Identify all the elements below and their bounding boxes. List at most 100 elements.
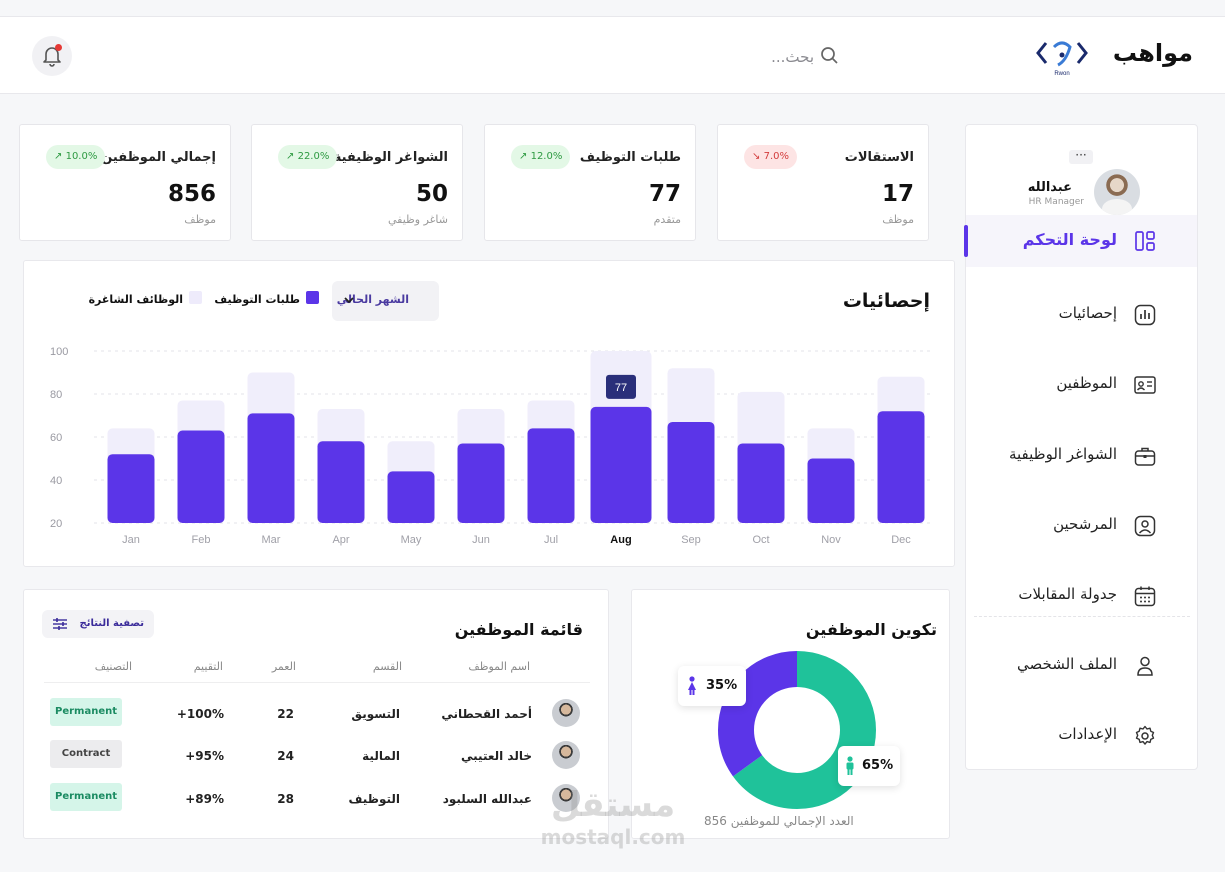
id-card-icon [1134,376,1156,394]
male-percentage-badge: 65% [838,746,900,786]
sidebar: ··· عبدالله HR Manager لوحة التحكم إحصائ… [964,124,1198,770]
stat-value: 50 [415,181,448,207]
bar-applications-dec [877,411,925,523]
table-row[interactable]: خالد العتيبي المالية 24 +95% Contract [24,735,608,775]
legend-swatch [189,291,202,304]
stat-title: الاستقالات [844,150,914,165]
brand-name: مواهب [1112,39,1193,67]
briefcase-icon [1134,447,1156,466]
employee-rating: +95% [185,749,224,763]
sidebar-item-label: إحصائيات [1058,304,1117,322]
sidebar-item-dashboard[interactable]: لوحة التحكم [964,215,1197,267]
user-avatar [1094,169,1140,215]
y-tick-label: 60 [50,432,62,444]
trend-up-icon: ↗ [54,151,63,162]
y-tick-label: 100 [50,346,68,358]
x-tick-label: Sep [681,534,701,546]
sidebar-item-label: الموظفين [1056,374,1117,392]
employee-type-badge: Permanent [50,783,122,811]
stat-badge-value: 12.0% [530,151,563,162]
table-row[interactable]: أحمد القحطاني التسويق 22 +100% Permanent [24,693,608,733]
employee-avatar [552,699,580,727]
male-icon [846,756,854,775]
female-percentage-badge: 35% [678,666,746,706]
sidebar-item-vacancies[interactable]: الشواغر الوظيفية [966,430,1197,482]
sidebar-item-employees[interactable]: الموظفين [966,359,1197,411]
stat-trend-badge: ↘ 7.0% [744,145,797,169]
legend-label: طلبات التوظيف [214,293,300,306]
top-bar: مواهب Rwon [0,16,1225,94]
employee-name: خالد العتيبي [461,749,532,763]
stat-trend-badge: ↗ 22.0% [278,145,338,169]
x-tick-label: May [401,534,422,546]
y-tick-label: 40 [50,475,62,487]
employee-name: أحمد القحطاني [441,707,532,721]
total-employees-note: العدد الإجمالي للموظفين 856 [704,814,854,828]
x-tick-label: Feb [192,534,211,546]
sidebar-item-interviews[interactable]: جدولة المقابلات [966,570,1197,622]
watermark-arabic: مستقل [550,785,676,825]
employee-list-card: قائمة الموظفين تصفية النتائج اسم الموظف … [23,589,609,839]
period-select-value: الشهر الحالي [336,293,409,306]
sidebar-item-profile[interactable]: الملف الشخصي [966,640,1197,692]
stat-card-applications: طلبات التوظيف ↗ 12.0% 77 متقدم [484,124,696,241]
employee-composition-card: تكوين الموظفين 35% 65% العدد الإجمالي لل… [631,589,950,839]
female-icon [688,676,696,695]
trend-up-icon: ↗ [286,151,295,162]
stat-badge-value: 22.0% [297,151,330,162]
user-icon [1137,656,1153,676]
gear-icon [1135,725,1155,745]
y-tick-label: 20 [50,518,62,530]
stat-card-vacancies: الشواغر الوظيفية ↗ 22.0% 50 شاغر وظيفي [251,124,463,241]
table-row[interactable]: عبدالله السلبود التوظيف 28 +89% Permanen… [24,778,608,818]
bar-applications-mar [247,413,295,523]
sidebar-item-label: لوحة التحكم [1022,230,1117,249]
sidebar-item-label: الشواغر الوظيفية [1008,445,1117,463]
search-input[interactable] [704,43,814,71]
stat-trend-badge: ↗ 10.0% [46,145,106,169]
stat-badge-value: 10.0% [65,151,98,162]
bar-applications-jan [107,454,155,523]
stat-badge-value: 7.0% [763,151,789,162]
watermark-latin: mostaql.com [540,825,686,849]
legend-swatch [306,291,319,304]
legend-item-vacancies: الوظائف الشاغرة [88,291,202,307]
notification-dot [55,44,62,51]
employee-type-badge: Permanent [50,698,122,726]
filter-results-button[interactable]: تصفية النتائج [42,610,154,638]
more-options-button[interactable]: ··· [1069,149,1093,164]
stat-unit: شاغر وظيفي [387,213,448,226]
composition-donut [718,651,876,809]
x-tick-label: Jul [544,534,558,546]
chevron-down-icon [344,297,354,304]
sidebar-item-stats[interactable]: إحصائيات [966,289,1197,341]
user-name: عبدالله [1027,180,1072,195]
bell-icon [43,47,61,67]
bar-applications-aug [590,406,652,523]
notifications-button[interactable] [32,36,72,76]
donut-segment-female [718,651,876,809]
period-select[interactable]: الشهر الحالي [332,281,439,321]
stat-card-resignations: الاستقالات ↘ 7.0% 17 موظف [717,124,929,241]
dashboard-icon [1135,231,1155,251]
trend-up-icon: ↗ [519,151,528,162]
composition-title: تكوين الموظفين [805,620,937,639]
search-box[interactable] [700,43,850,71]
x-tick-label: Apr [332,534,349,546]
sidebar-item-candidates[interactable]: المرشحين [966,500,1197,552]
stat-unit: موظف [882,213,914,226]
bar-chart: 20 40 60 80 100 Jan Feb Mar Apr May Jun Jul Aug 77 Sep… [50,346,934,546]
legend-label: الوظائف الشاغرة [88,293,183,306]
y-tick-label: 80 [50,389,62,401]
bar-applications-jun [457,443,505,523]
x-tick-label: Oct [752,534,769,546]
column-header-department: القسم [372,660,402,673]
calendar-icon [1134,586,1156,607]
column-header-age: العمر [271,660,296,673]
employee-rating: +89% [185,792,224,806]
sidebar-item-settings[interactable]: الإعدادات [966,710,1197,762]
highlight-tooltip-value: 77 [615,382,627,394]
stat-title: الشواغر الوظيفية [333,150,448,165]
bar-applications-oct [737,443,785,523]
logo-caption: Rwon [1054,71,1069,77]
